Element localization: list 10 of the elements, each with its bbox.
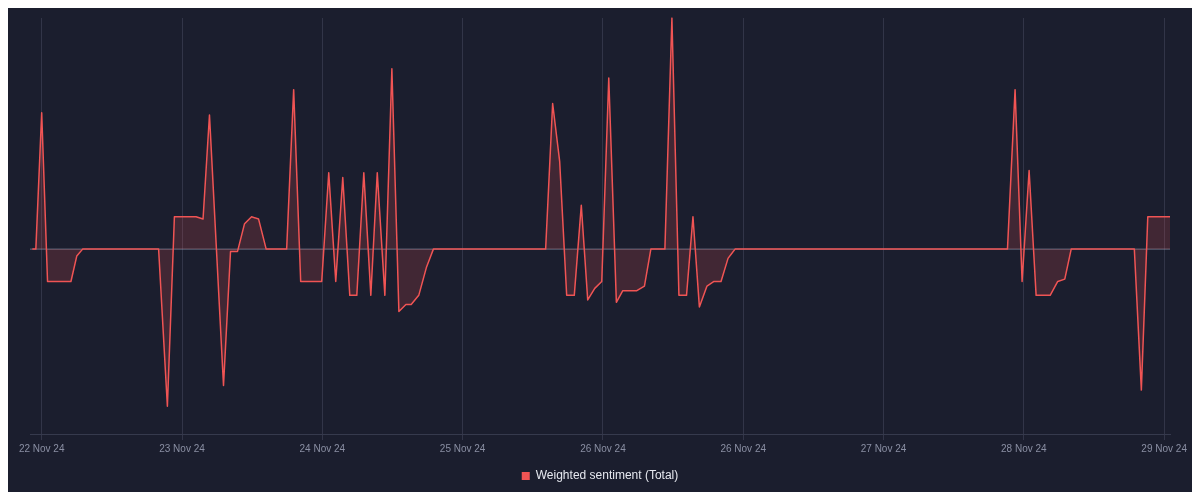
x-tick-label: 29 Nov 24 [1141, 442, 1188, 454]
x-tick-label: 24 Nov 24 [299, 442, 346, 454]
x-tick-label: 27 Nov 24 [860, 442, 907, 454]
x-tick-label: 26 Nov 24 [580, 442, 627, 454]
legend-label: Weighted sentiment (Total) [535, 468, 679, 483]
x-tick-label: 22 Nov 24 [18, 442, 65, 454]
x-tick-label: 23 Nov 24 [159, 442, 206, 454]
x-tick-label: 25 Nov 24 [439, 442, 486, 454]
x-tick-label: 28 Nov 24 [1001, 442, 1048, 454]
x-tick-label: 26 Nov 24 [720, 442, 767, 454]
